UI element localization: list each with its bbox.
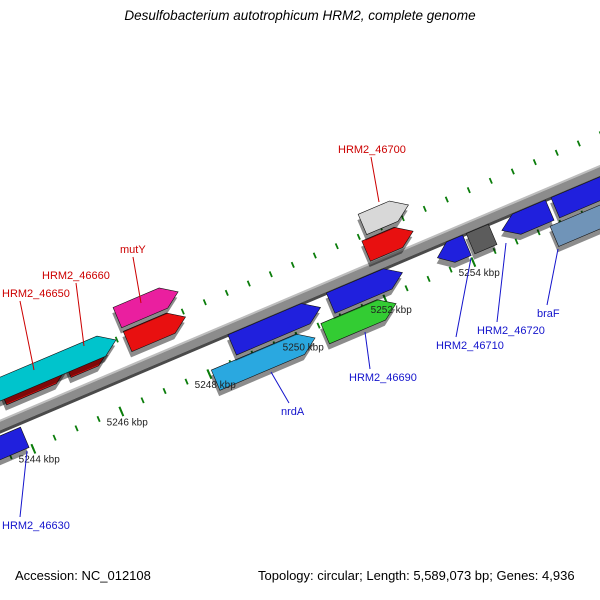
gene-arrow-unnamed-2[interactable] (0, 330, 120, 406)
label-leader-line (546, 248, 559, 306)
scale-label: 5250 kbp (283, 343, 325, 354)
scale-tick-minor (224, 289, 229, 296)
scale-tick-minor (444, 196, 449, 203)
scale-tick-minor (554, 149, 559, 156)
gene-arrow-HRM2_46710[interactable] (465, 223, 498, 255)
scale-tick-minor (268, 271, 273, 278)
scale-tick-minor (448, 266, 453, 273)
scale-tick-minor (400, 215, 405, 222)
scale-tick-minor (312, 252, 317, 259)
scale-tick-minor (162, 387, 167, 395)
genome-band-highlight (0, 99, 600, 454)
gene-label-HRM2_46690[interactable]: HRM2_46690 (349, 372, 417, 384)
scale-tick-minor (180, 308, 185, 315)
scale-label: 5244 kbp (19, 455, 61, 466)
scale-tick-minor (184, 378, 189, 385)
scale-label: 5252 kbp (371, 305, 413, 316)
scale-tick-minor (334, 243, 339, 250)
scale-tick-minor (290, 261, 295, 268)
gene-label-HRM2_46710[interactable]: HRM2_46710 (436, 340, 504, 352)
gene-arrow-unnamed-11[interactable] (325, 263, 406, 314)
scale-tick-minor (202, 299, 207, 306)
scale-tick-minor (246, 280, 251, 287)
scale-tick-minor (532, 159, 537, 166)
genome-stats-text: Topology: circular; Length: 5,589,073 bp… (258, 568, 575, 583)
gene-arrow-braF[interactable] (549, 150, 600, 247)
scale-tick-major (30, 443, 37, 454)
gene-label-HRM2_46630[interactable]: HRM2_46630 (2, 520, 70, 532)
scale-tick-minor (114, 336, 119, 343)
label-leader-line (370, 156, 380, 203)
gene-label-HRM2_46660[interactable]: HRM2_46660 (42, 270, 110, 282)
gene-arrow-HRM2_46630[interactable] (0, 426, 30, 472)
gene-arrow-unnamed-3[interactable] (122, 307, 190, 353)
scale-tick-major (118, 406, 125, 417)
label-leader-line (270, 371, 290, 404)
scale-tick-minor (74, 425, 79, 432)
gene-label-HRM2_46700[interactable]: HRM2_46700 (338, 144, 406, 156)
label-leader-line (19, 300, 35, 371)
gene-label-braF[interactable]: braF (537, 308, 560, 320)
label-layer: 5244 kbp 5246 kbp 5248 kbp 5250 kbp 5252 kbp… (2, 144, 560, 532)
label-leader-line (364, 331, 371, 370)
genome-axis-group (0, 99, 600, 472)
scale-tick-minor (422, 205, 427, 212)
label-leader-line (19, 450, 28, 518)
scale-tick-minor (404, 285, 409, 292)
label-leader-line (132, 256, 142, 304)
scale-tick-major (470, 257, 477, 268)
scale-tick-minor (140, 397, 145, 404)
gene-label-HRM2_46720[interactable]: HRM2_46720 (477, 325, 545, 337)
scale-tick-major (206, 369, 213, 380)
accession-text: Accession: NC_012108 (15, 568, 151, 583)
scale-label: 5248 kbp (195, 380, 237, 391)
gene-arrow-unnamed-15[interactable] (550, 126, 600, 219)
scale-tick-minor (426, 275, 431, 283)
map-title: Desulfobacterium autotrophicum HRM2, com… (124, 8, 476, 23)
gene-arrow-unnamed-12[interactable] (433, 234, 472, 268)
gene-arrow-HRM2_46690[interactable] (320, 293, 400, 345)
gene-arrow-unnamed-9[interactable] (227, 297, 325, 356)
gene-arrow-HRM2_46700[interactable] (357, 195, 413, 235)
scale-tick-minor (576, 140, 581, 147)
scale-tick-minor (466, 187, 471, 194)
label-leader-line (496, 242, 507, 323)
gene-arrow-nrdA[interactable] (210, 328, 319, 391)
scale-label: 5246 kbp (107, 417, 149, 428)
scale-tick-minor (316, 322, 321, 329)
scale-tick-minor (492, 247, 497, 255)
gene-arrow-HRM2_46720[interactable] (498, 199, 555, 241)
gene-label-mutY[interactable]: mutY (120, 244, 146, 256)
scale-tick-minor (514, 238, 519, 245)
gene-label-HRM2_46650[interactable]: HRM2_46650 (2, 288, 70, 300)
scale-label: 5254 kbp (459, 268, 501, 279)
gene-arrow-unnamed-5[interactable] (361, 221, 418, 262)
scale-tick-minor (356, 233, 361, 240)
gene-label-nrdA[interactable]: nrdA (281, 406, 305, 418)
scale-tick-minor (536, 229, 541, 236)
scale-tick-minor (52, 434, 57, 441)
scale-tick-minor (488, 177, 493, 184)
scale-tick-minor (96, 415, 101, 423)
scale-tick-minor (510, 168, 515, 175)
genome-band (0, 101, 600, 461)
label-leader-line (455, 257, 472, 338)
label-leader-line (75, 282, 85, 347)
gene-arrow-mutY[interactable] (112, 282, 182, 329)
